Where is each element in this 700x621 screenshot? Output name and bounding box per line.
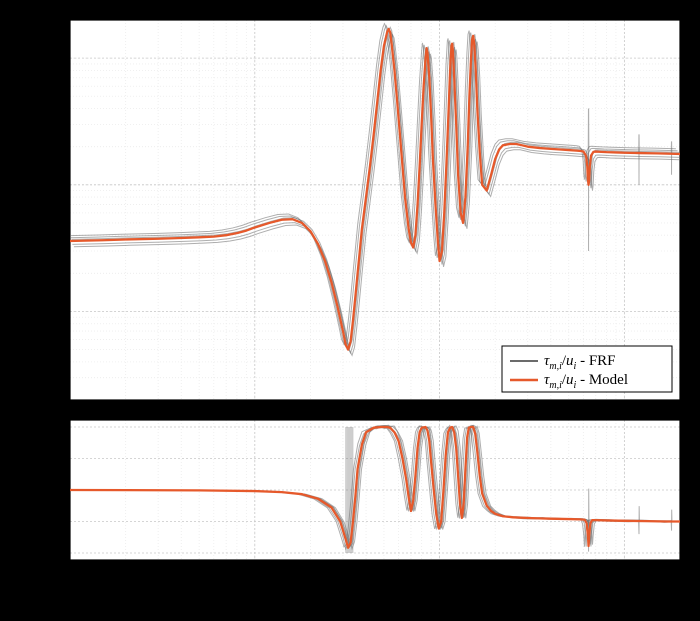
bode-figure: { "figure": { "width_px": 700, "height_p… bbox=[0, 0, 700, 621]
svg-text:-180: -180 bbox=[35, 547, 61, 562]
svg-text:Phase [deg]: Phase [deg] bbox=[9, 452, 26, 527]
svg-text:Frequency [Hz]: Frequency [Hz] bbox=[325, 591, 426, 608]
bode-svg: 100101102Amplitude [N/A]τm,i/ui - FRFτm,… bbox=[0, 0, 700, 621]
svg-text:0: 0 bbox=[54, 484, 61, 499]
svg-text:Amplitude [N/A]: Amplitude [N/A] bbox=[9, 155, 26, 266]
svg-text:90: 90 bbox=[47, 453, 61, 468]
svg-text:-90: -90 bbox=[42, 516, 61, 531]
svg-text:180: 180 bbox=[40, 421, 61, 436]
